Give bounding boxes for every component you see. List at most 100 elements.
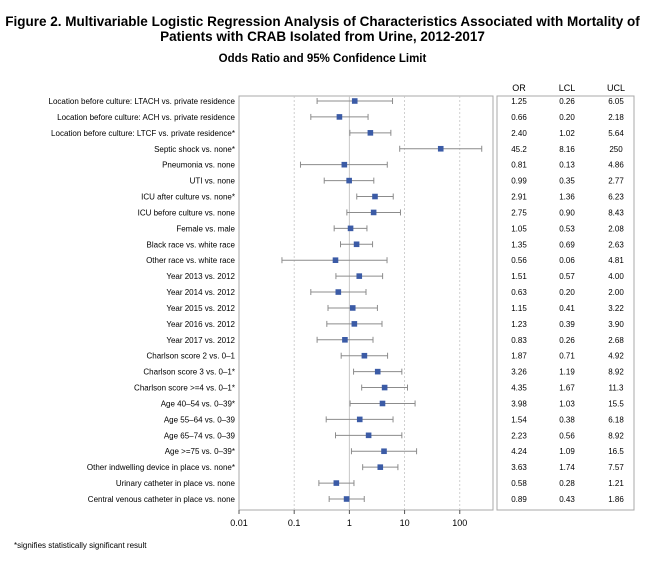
table-row: ICU before culture vs. none 2.75 0.90 8.43	[138, 208, 625, 217]
or-value: 1.54	[511, 415, 527, 424]
table-row: Charlson score 2 vs. 0–1 1.87 0.71 4.92	[147, 352, 625, 361]
ucl-value: 1.21	[608, 479, 624, 488]
or-marker	[353, 241, 360, 248]
or-value: 1.15	[511, 304, 527, 313]
or-value: 2.40	[511, 129, 527, 138]
ucl-value: 2.18	[608, 113, 624, 122]
lcl-value: 0.13	[559, 161, 575, 170]
row-label: Septic shock vs. none*	[154, 145, 235, 154]
chart-subtitle: Odds Ratio and 95% Confidence Limit	[218, 53, 427, 65]
or-value: 0.63	[511, 288, 527, 297]
row-label: Location before culture: LTACH vs. priva…	[49, 97, 236, 106]
or-value: 3.98	[511, 399, 527, 408]
table-row: Pneumonia vs. none 0.81 0.13 4.86	[162, 161, 624, 170]
row-label: Age 65–74 vs. 0–39	[164, 431, 236, 440]
or-value: 0.81	[511, 161, 527, 170]
table-row: Urinary catheter in place vs. none 0.58 0.…	[116, 479, 625, 488]
lcl-value: 1.09	[559, 447, 575, 456]
ucl-value: 8.43	[608, 208, 624, 217]
or-marker	[349, 305, 356, 311]
table-row: Year 2014 vs. 2012 0.63 0.20 2.00	[166, 288, 624, 297]
lcl-value: 1.02	[559, 129, 575, 138]
or-marker	[356, 273, 363, 279]
row-label: Year 2017 vs. 2012	[166, 336, 235, 345]
ucl-value: 2.00	[608, 288, 624, 297]
ucl-value: 6.05	[608, 97, 624, 106]
table-row: Central venous catheter in place vs. non…	[88, 495, 625, 504]
table-row: Age 55–64 vs. 0–39 1.54 0.38 6.18	[164, 415, 625, 424]
lcl-value: 1.03	[559, 399, 575, 408]
row-label: Charlson score 2 vs. 0–1	[147, 352, 236, 361]
table-row: Age 40–54 vs. 0–39* 3.98 1.03 15.5	[161, 399, 625, 408]
or-marker	[379, 400, 386, 407]
or-value: 0.58	[511, 479, 527, 488]
or-marker	[347, 225, 354, 232]
table-row: Female vs. male 1.05 0.53 2.08	[176, 224, 624, 233]
or-marker	[335, 289, 342, 295]
or-value: 1.25	[511, 97, 527, 106]
or-marker	[351, 98, 358, 104]
lcl-value: 0.35	[559, 177, 575, 186]
row-label: Black race vs. white race	[147, 240, 236, 249]
lcl-value: 1.74	[559, 463, 575, 472]
table-row: Location before culture: ACH vs. private…	[57, 113, 624, 122]
row-label: Female vs. male	[176, 224, 235, 233]
table-row: UTI vs. none 0.99 0.35 2.77	[190, 177, 625, 186]
lcl-value: 0.06	[559, 256, 575, 265]
lcl-value: 0.53	[559, 224, 575, 233]
table-row: Age >=75 vs. 0–39* 4.24 1.09 16.5	[165, 447, 625, 456]
row-label: Year 2013 vs. 2012	[166, 272, 235, 281]
lcl-value: 0.90	[559, 208, 575, 217]
or-value: 45.2	[511, 145, 527, 154]
or-marker	[336, 114, 343, 120]
row-label: Pneumonia vs. none	[162, 161, 235, 170]
lcl-value: 1.67	[559, 384, 575, 393]
lcl-value: 0.43	[559, 495, 575, 504]
lcl-value: 0.20	[559, 113, 575, 122]
or-marker	[351, 321, 358, 327]
or-marker	[381, 448, 387, 455]
lcl-value: 0.56	[559, 431, 575, 440]
column-header: LCL	[559, 83, 576, 93]
x-tick-label: 1	[347, 518, 352, 528]
row-label: ICU before culture vs. none	[138, 208, 236, 217]
ucl-value: 4.81	[608, 256, 624, 265]
row-label: Year 2014 vs. 2012	[166, 288, 235, 297]
table-row: Year 2016 vs. 2012 1.23 0.39 3.90	[166, 320, 624, 329]
or-value: 0.89	[511, 495, 527, 504]
or-value: 1.87	[511, 352, 527, 361]
row-label: Central venous catheter in place vs. non…	[88, 495, 236, 504]
or-marker	[343, 496, 350, 502]
ucl-value: 4.00	[608, 272, 624, 281]
lcl-value: 1.36	[559, 193, 575, 202]
or-marker	[341, 161, 348, 168]
lcl-value: 0.26	[559, 97, 575, 106]
plot-frame	[238, 95, 494, 511]
lcl-value: 8.16	[559, 145, 575, 154]
table-row: Location before culture: LTCF vs. privat…	[51, 129, 624, 138]
x-tick-label: 100	[452, 518, 467, 528]
chart-title: Figure 2. Multivariable Logistic Regress…	[5, 14, 640, 44]
or-value: 1.51	[511, 272, 527, 281]
lcl-value: 1.19	[559, 368, 575, 377]
ucl-value: 8.92	[608, 431, 624, 440]
or-value: 1.35	[511, 240, 527, 249]
or-marker	[367, 130, 374, 136]
lcl-value: 0.28	[559, 479, 575, 488]
row-label: Age >=75 vs. 0–39*	[165, 447, 235, 456]
table-row: Black race vs. white race 1.35 0.69 2.63	[147, 240, 625, 249]
table-row: Charlson score 3 vs. 0–1* 3.26 1.19 8.92	[143, 368, 624, 377]
or-value: 0.66	[511, 113, 527, 122]
or-marker	[437, 145, 444, 152]
row-label: Other indwelling device in place vs. non…	[87, 463, 235, 472]
row-label: Year 2016 vs. 2012	[166, 320, 235, 329]
row-label: ICU after culture vs. none*	[141, 193, 235, 202]
ucl-value: 5.64	[608, 129, 624, 138]
or-value: 1.05	[511, 224, 527, 233]
lcl-value: 0.38	[559, 415, 575, 424]
or-value: 0.56	[511, 256, 527, 265]
or-marker	[333, 480, 340, 486]
or-marker	[361, 352, 368, 359]
table-row: Other indwelling device in place vs. non…	[87, 463, 624, 472]
table-row: Year 2013 vs. 2012 1.51 0.57 4.00	[166, 272, 624, 281]
